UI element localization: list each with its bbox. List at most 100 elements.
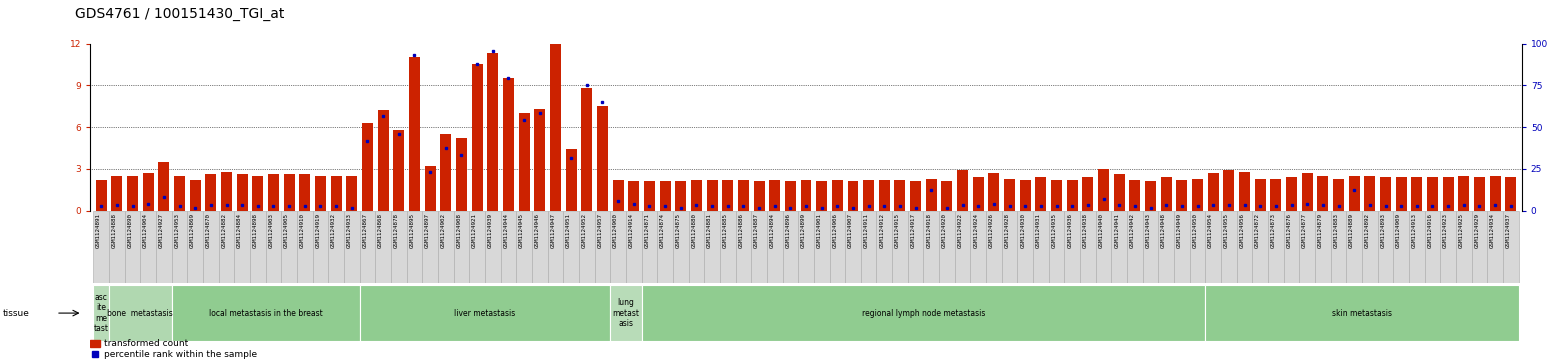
Text: local metastasis in the breast: local metastasis in the breast [209, 309, 322, 318]
Text: GSM1124880: GSM1124880 [691, 213, 697, 248]
Bar [1052, 180, 1063, 211]
Text: GSM1124877: GSM1124877 [1302, 213, 1307, 248]
Bar [1442, 177, 1453, 211]
FancyBboxPatch shape [470, 211, 485, 283]
Bar [205, 174, 216, 211]
Bar [1427, 177, 1438, 211]
FancyBboxPatch shape [422, 211, 437, 283]
Bar [1099, 169, 1109, 211]
Text: GSM1124885: GSM1124885 [722, 213, 728, 248]
Bar [644, 181, 655, 211]
FancyBboxPatch shape [752, 211, 767, 283]
Bar [769, 180, 780, 211]
Bar [471, 65, 482, 211]
Bar [926, 179, 937, 211]
Text: GSM1124884: GSM1124884 [237, 213, 243, 248]
Text: GSM1124926: GSM1124926 [990, 213, 994, 248]
Bar [832, 180, 843, 211]
FancyBboxPatch shape [1175, 211, 1190, 283]
FancyBboxPatch shape [93, 285, 109, 341]
Bar [1019, 180, 1030, 211]
FancyBboxPatch shape [156, 211, 171, 283]
Text: GSM1124915: GSM1124915 [895, 213, 899, 248]
FancyBboxPatch shape [1206, 211, 1221, 283]
FancyBboxPatch shape [641, 211, 657, 283]
Bar [910, 181, 921, 211]
Text: GSM1124909: GSM1124909 [1396, 213, 1400, 248]
Text: GSM1124957: GSM1124957 [598, 213, 602, 248]
Text: GSM1124948: GSM1124948 [1161, 213, 1167, 248]
Bar [1489, 176, 1500, 211]
FancyBboxPatch shape [297, 211, 313, 283]
Bar [1318, 176, 1329, 211]
Text: GSM1124905: GSM1124905 [285, 213, 289, 248]
FancyBboxPatch shape [1206, 285, 1519, 341]
Text: GSM1124894: GSM1124894 [770, 213, 775, 248]
FancyBboxPatch shape [1142, 211, 1158, 283]
FancyBboxPatch shape [1049, 211, 1064, 283]
Text: GSM1124914: GSM1124914 [629, 213, 633, 248]
FancyBboxPatch shape [626, 211, 641, 283]
Text: GSM1124897: GSM1124897 [425, 213, 429, 248]
Text: GSM1124904: GSM1124904 [143, 213, 148, 248]
FancyBboxPatch shape [860, 211, 876, 283]
Bar [722, 180, 733, 211]
Bar [613, 180, 624, 211]
Bar [817, 181, 828, 211]
Bar [1411, 177, 1422, 211]
FancyBboxPatch shape [923, 211, 940, 283]
Bar [314, 176, 325, 211]
Text: GSM1124953: GSM1124953 [174, 213, 179, 248]
Text: GSM1124893: GSM1124893 [1380, 213, 1385, 248]
FancyBboxPatch shape [1503, 211, 1519, 283]
Text: GSM1124928: GSM1124928 [1005, 213, 1010, 248]
FancyBboxPatch shape [548, 211, 563, 283]
Bar [90, 340, 100, 347]
FancyBboxPatch shape [93, 211, 109, 283]
Bar [143, 173, 154, 211]
Bar [409, 57, 420, 211]
Text: liver metastasis: liver metastasis [454, 309, 515, 318]
Bar [738, 180, 748, 211]
FancyBboxPatch shape [940, 211, 955, 283]
Bar [879, 180, 890, 211]
FancyBboxPatch shape [876, 211, 892, 283]
Text: GSM1124906: GSM1124906 [832, 213, 837, 248]
FancyBboxPatch shape [829, 211, 845, 283]
Text: GSM1124932: GSM1124932 [331, 213, 336, 248]
Bar [1287, 177, 1298, 211]
Text: GSM1124916: GSM1124916 [1427, 213, 1433, 248]
Bar [675, 181, 686, 211]
FancyBboxPatch shape [1346, 211, 1362, 283]
Text: GSM1124946: GSM1124946 [535, 213, 540, 248]
Text: GSM1124925: GSM1124925 [1460, 213, 1464, 248]
FancyBboxPatch shape [1158, 211, 1175, 283]
Bar [1207, 173, 1218, 211]
FancyBboxPatch shape [845, 211, 860, 283]
Bar [378, 110, 389, 211]
Text: GSM1124945: GSM1124945 [520, 213, 524, 248]
FancyBboxPatch shape [798, 211, 814, 283]
FancyBboxPatch shape [1064, 211, 1080, 283]
FancyBboxPatch shape [1127, 211, 1142, 283]
Text: GSM1124879: GSM1124879 [1318, 213, 1323, 248]
FancyBboxPatch shape [1299, 211, 1315, 283]
Text: GSM1124867: GSM1124867 [363, 213, 367, 248]
Bar [1396, 177, 1407, 211]
FancyBboxPatch shape [109, 211, 124, 283]
FancyBboxPatch shape [1237, 211, 1253, 283]
Bar [128, 176, 138, 211]
Bar [1254, 179, 1265, 211]
Text: GSM1124955: GSM1124955 [1225, 213, 1229, 248]
Text: GSM1124903: GSM1124903 [269, 213, 274, 248]
Text: GSM1124931: GSM1124931 [1036, 213, 1041, 248]
FancyBboxPatch shape [1284, 211, 1299, 283]
FancyBboxPatch shape [344, 211, 359, 283]
FancyBboxPatch shape [594, 211, 610, 283]
FancyBboxPatch shape [610, 285, 641, 341]
Text: GSM1124919: GSM1124919 [316, 213, 321, 248]
Text: GSM1124956: GSM1124956 [1240, 213, 1245, 248]
FancyBboxPatch shape [987, 211, 1002, 283]
FancyBboxPatch shape [767, 211, 783, 283]
Bar [864, 180, 874, 211]
